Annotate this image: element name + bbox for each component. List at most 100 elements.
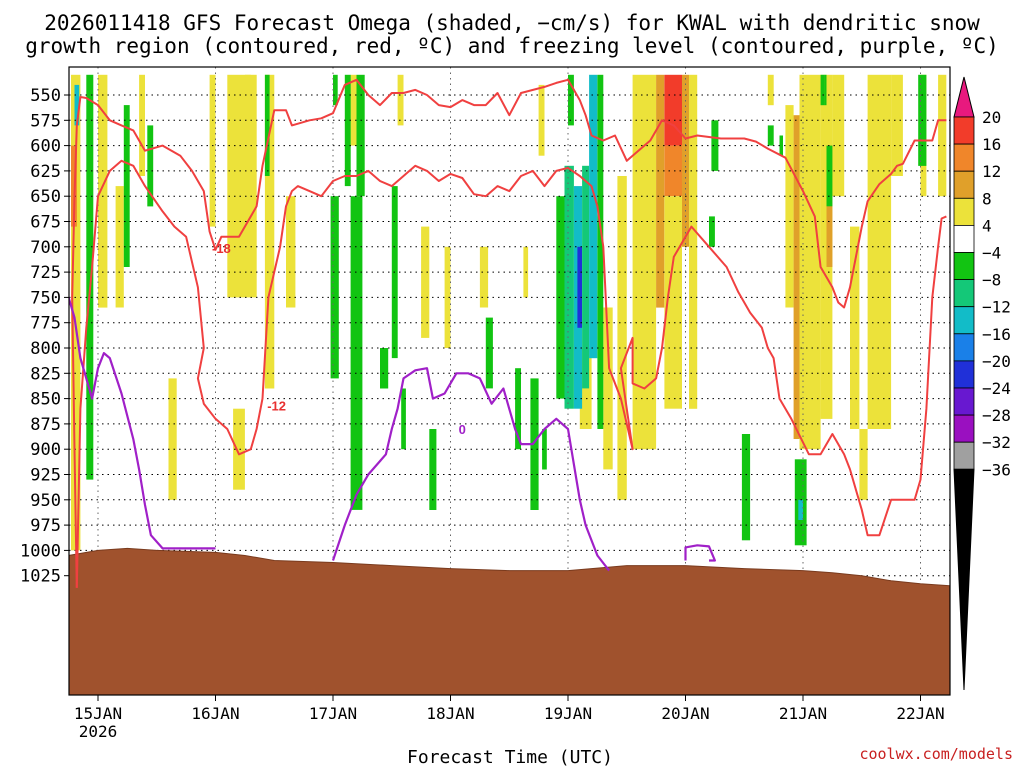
colorbar-label: −24 (982, 379, 1011, 398)
omega-cell (867, 74, 892, 430)
y-tick-label: 600 (30, 137, 61, 157)
y-tick-label: 1000 (20, 541, 61, 561)
omega-cell (798, 499, 803, 520)
omega-cell (264, 74, 270, 176)
x-year-label: 2026 (79, 722, 118, 741)
omega-cell (74, 84, 80, 126)
y-tick-label: 550 (30, 86, 61, 106)
colorbar-cell (953, 76, 975, 118)
x-tick-label: 17JAN (309, 704, 357, 723)
y-tick-label: 825 (30, 364, 61, 384)
omega-cell (244, 74, 251, 247)
y-tick-label: 625 (30, 162, 61, 182)
contours: -18 -12 0 (69, 78, 947, 588)
grid-lines (69, 67, 950, 695)
omega-cell (579, 348, 592, 429)
omega-cell (401, 388, 406, 450)
y-tick-label: 750 (30, 288, 61, 308)
omega-cell (429, 429, 437, 510)
colorbar-cell (953, 333, 975, 362)
omega-cell (832, 74, 845, 197)
colorbar-label: −12 (982, 298, 1011, 317)
terrain (69, 547, 950, 695)
omega-cell (397, 74, 404, 126)
omega-cell (767, 125, 774, 146)
omega-cell (664, 145, 682, 197)
terrain-fill (69, 547, 950, 695)
omega-cell (850, 226, 860, 429)
omega-cell (564, 165, 574, 409)
colorbar-cell (953, 306, 975, 335)
colorbar-label: 8 (982, 189, 992, 208)
omega-cell (350, 196, 363, 510)
omega-cell (603, 307, 613, 470)
red-contour-label: -18 (212, 241, 231, 256)
omega-cell (824, 74, 827, 106)
y-tick-label: 675 (30, 213, 61, 233)
x-tick-label: 22JAN (896, 704, 944, 723)
omega-cell (350, 74, 357, 146)
omega-cell (147, 125, 154, 207)
omega-cell (333, 74, 338, 106)
omega-cell (820, 74, 825, 106)
y-tick-label: 875 (30, 415, 61, 435)
omega-cell (656, 74, 665, 308)
colorbar-cell (953, 468, 975, 691)
omega-cell (515, 368, 521, 450)
omega-cell (356, 74, 365, 197)
omega-cell (767, 74, 774, 106)
omega-cell (664, 74, 682, 146)
y-tick-label: 650 (30, 187, 61, 207)
omega-cell (779, 135, 783, 156)
omega-cell (617, 176, 627, 500)
colorbar-label: −36 (982, 460, 1011, 479)
y-tick-label: 800 (30, 339, 61, 359)
omega-cell (444, 246, 451, 348)
omega-cell (556, 196, 565, 399)
omega-cell (421, 226, 430, 338)
omega-cell (826, 145, 833, 207)
colorbar-cell (953, 224, 975, 253)
omega-cell (799, 74, 821, 450)
omega-cell (689, 74, 698, 409)
omega-cell (793, 115, 800, 439)
omega-cell (538, 84, 545, 156)
colorbar-label: −28 (982, 406, 1011, 425)
purple-contour-label: 0 (459, 422, 466, 437)
colorbar-cell (953, 279, 975, 308)
omega-cell (597, 74, 604, 430)
omega-cell (86, 74, 94, 480)
omega-cell (589, 74, 598, 359)
y-axis: 550 575 600 625 650 675 700 725 750 775 800 825 850 8… (20, 86, 69, 587)
omega-cell (711, 120, 719, 171)
omega-cell (209, 74, 216, 227)
omega-cell (98, 74, 108, 308)
x-axis-title: Forecast Time (UTC) (407, 747, 613, 768)
y-tick-label: 850 (30, 390, 61, 410)
chart-title-line1: 2026011418 GFS Forecast Omega (shaded, −… (44, 11, 980, 35)
x-tick-label: 18JAN (426, 704, 474, 723)
colorbar-label: 4 (982, 216, 992, 235)
colorbar-cell (953, 441, 975, 470)
omega-cell (330, 196, 339, 379)
colorbar-label: 20 (982, 108, 1001, 127)
omega-cell (123, 105, 130, 267)
colorbar-cell (953, 414, 975, 443)
colorbar-label: −8 (982, 271, 1001, 290)
omega-cell (485, 317, 493, 389)
y-tick-label: 700 (30, 238, 61, 258)
omega-cell (71, 74, 81, 551)
omega-shading (71, 74, 947, 551)
colorbar-label: −20 (982, 352, 1011, 371)
omega-cell (530, 378, 539, 510)
red-contour-label: -12 (267, 399, 286, 414)
y-tick-label: 950 (30, 491, 61, 511)
red-contour (71, 78, 947, 588)
chart-title-line2: growth region (contoured, red, ºC) and f… (25, 34, 999, 58)
omega-cell (380, 348, 389, 389)
omega-cell (568, 74, 574, 126)
colorbar-label: −32 (982, 433, 1011, 452)
colorbar-cell (953, 143, 975, 172)
colorbar-label: −4 (982, 244, 1001, 263)
